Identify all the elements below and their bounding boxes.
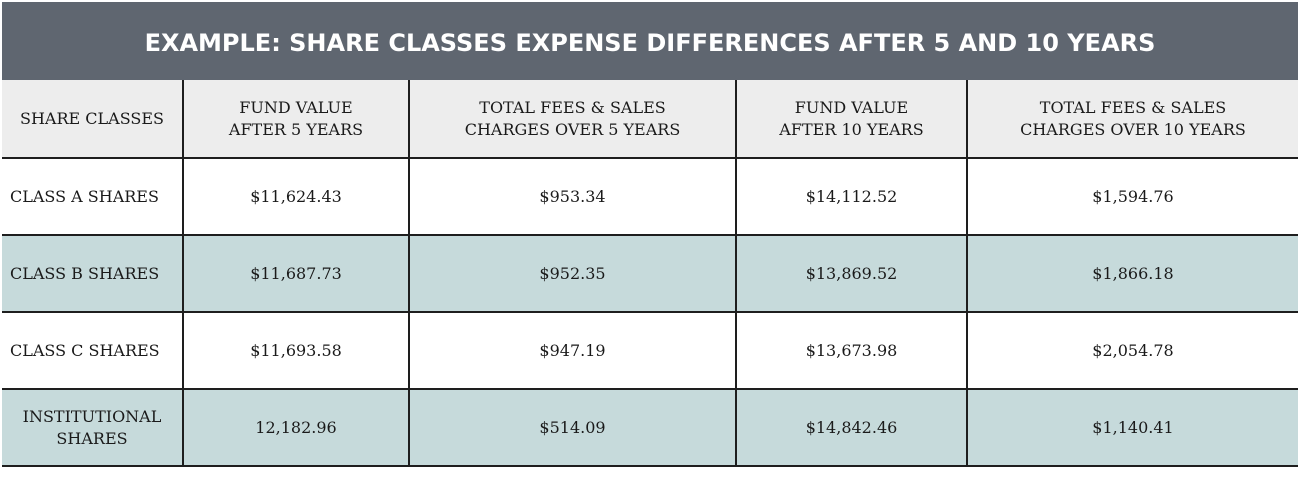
expense-table-container: EXAMPLE: SHARE CLASSES EXPENSE DIFFERENC… xyxy=(2,2,1298,468)
fees-10y-cell: $1,140.41 xyxy=(966,388,1298,467)
header-row: SHARE CLASSES FUND VALUE AFTER 5 YEARS T… xyxy=(2,80,1298,159)
column-header-fees-10y-label: TOTAL FEES & SALES CHARGES OVER 10 YEARS xyxy=(1020,97,1246,139)
fees-10y-cell: $2,054.78 xyxy=(966,311,1298,390)
fund-value-10y-cell: $13,673.98 xyxy=(735,311,968,390)
table-title: EXAMPLE: SHARE CLASSES EXPENSE DIFFERENC… xyxy=(2,2,1298,80)
fees-5y-cell: $514.09 xyxy=(408,388,737,467)
fund-value-5y-cell: 12,182.96 xyxy=(182,388,410,467)
share-class-cell: CLASS B SHARES xyxy=(2,234,184,313)
column-header-fund-value-5y-label: FUND VALUE AFTER 5 YEARS xyxy=(228,97,364,139)
fees-5y-cell: $952.35 xyxy=(408,234,737,313)
share-class-cell: INSTITUTIONAL SHARES xyxy=(2,388,184,467)
fund-value-10y-cell: $14,842.46 xyxy=(735,388,968,467)
fees-5y-cell: $953.34 xyxy=(408,157,737,236)
share-class-cell: CLASS C SHARES xyxy=(2,311,184,390)
column-header-fund-value-10y: FUND VALUE AFTER 10 YEARS xyxy=(735,80,968,159)
fund-value-5y-cell: $11,624.43 xyxy=(182,157,410,236)
column-header-share-classes: SHARE CLASSES xyxy=(2,80,184,159)
column-header-fees-5y: TOTAL FEES & SALES CHARGES OVER 5 YEARS xyxy=(408,80,737,159)
share-classes-table: SHARE CLASSES FUND VALUE AFTER 5 YEARS T… xyxy=(2,80,1298,467)
table-row: CLASS B SHARES $11,687.73 $952.35 $13,86… xyxy=(2,234,1298,313)
column-header-fund-value-10y-label: FUND VALUE AFTER 10 YEARS xyxy=(779,97,924,139)
table-row: CLASS C SHARES $11,693.58 $947.19 $13,67… xyxy=(2,311,1298,390)
fund-value-10y-cell: $14,112.52 xyxy=(735,157,968,236)
fees-10y-cell: $1,866.18 xyxy=(966,234,1298,313)
column-header-fees-5y-label: TOTAL FEES & SALES CHARGES OVER 5 YEARS xyxy=(464,97,681,139)
fund-value-5y-cell: $11,693.58 xyxy=(182,311,410,390)
fees-10y-cell: $1,594.76 xyxy=(966,157,1298,236)
share-class-label: INSTITUTIONAL SHARES xyxy=(22,406,162,448)
column-header-fees-10y: TOTAL FEES & SALES CHARGES OVER 10 YEARS xyxy=(966,80,1298,159)
column-header-fund-value-5y: FUND VALUE AFTER 5 YEARS xyxy=(182,80,410,159)
table-row: CLASS A SHARES $11,624.43 $953.34 $14,11… xyxy=(2,157,1298,236)
fees-5y-cell: $947.19 xyxy=(408,311,737,390)
table-row: INSTITUTIONAL SHARES 12,182.96 $514.09 $… xyxy=(2,388,1298,467)
fund-value-10y-cell: $13,869.52 xyxy=(735,234,968,313)
share-class-cell: CLASS A SHARES xyxy=(2,157,184,236)
fund-value-5y-cell: $11,687.73 xyxy=(182,234,410,313)
